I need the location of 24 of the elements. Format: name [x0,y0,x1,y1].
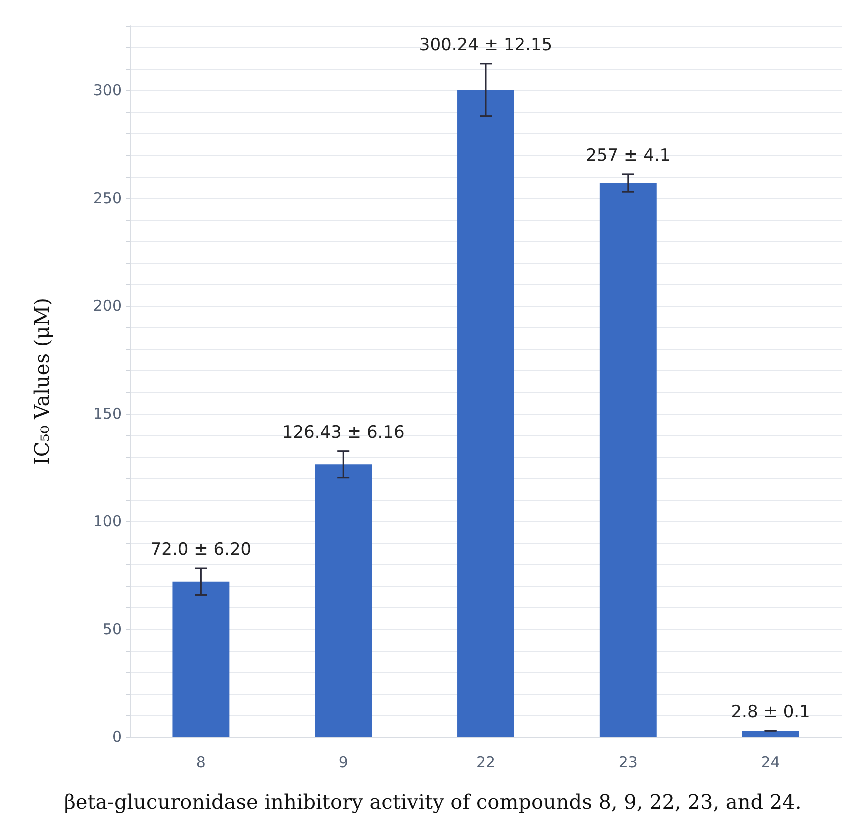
bar [458,90,514,737]
x-tick-label: 24 [761,754,780,772]
text: βeta-glucuronidase inhibitory activity of compounds 8, 9, 22, 23, and 24. [64,790,802,814]
x-tick-label: 9 [338,754,348,772]
data-label: 126.43 ± 6.16 [282,422,405,443]
bar [172,582,230,737]
bar [600,183,657,737]
y-tick-label: 150 [93,404,122,423]
x-tick-label: 23 [618,754,638,772]
bar [315,464,372,737]
y-tick-label: 250 [93,189,122,208]
bar [742,730,800,737]
y-tick-label: 0 [112,728,122,746]
y-tick-label: 200 [93,297,122,316]
x-tick-label: 22 [476,754,496,772]
data-label: 257 ± 4.1 [586,146,671,166]
y-tick-label: 300 [93,82,122,100]
x-tick-label: 8 [196,754,206,772]
y-tick-label: 100 [93,512,122,531]
data-label: 72.0 ± 6.20 [150,540,252,560]
y-axis-title: IC₅₀ Values (μM) [30,298,54,465]
data-label: 2.8 ± 0.1 [731,702,810,722]
y-tick-label: 50 [102,620,122,638]
data-label: 300.24 ± 12.15 [419,35,553,56]
